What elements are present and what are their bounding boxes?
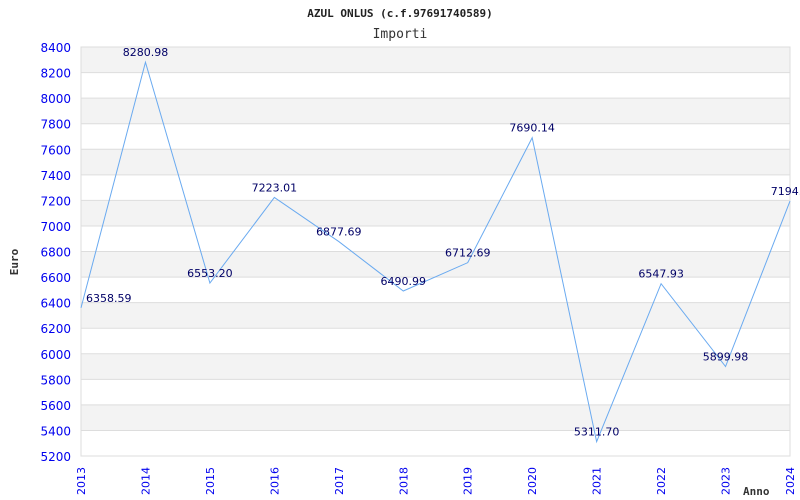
data-label: 6490.99 xyxy=(381,275,427,288)
y-tick-label: 5600 xyxy=(40,399,71,413)
data-label: 7223.01 xyxy=(252,181,298,194)
grid-band xyxy=(81,404,790,431)
data-label: 6547.93 xyxy=(638,268,684,281)
y-tick-label: 8400 xyxy=(40,41,71,55)
x-tick-label: 2024 xyxy=(784,467,797,495)
x-tick-label: 2021 xyxy=(591,467,604,495)
y-tick-label: 5800 xyxy=(40,373,71,387)
x-tick-label: 2022 xyxy=(655,467,668,495)
data-label: 6553.20 xyxy=(187,267,233,280)
grid-band xyxy=(81,353,790,380)
y-tick-label: 6800 xyxy=(40,246,71,260)
y-tick-label: 5400 xyxy=(40,424,71,438)
y-tick-label: 6600 xyxy=(40,271,71,285)
data-label: 5899.98 xyxy=(703,351,749,364)
y-tick-label: 7200 xyxy=(40,194,71,208)
grid-band xyxy=(81,251,790,278)
chart-subtitle: Importi xyxy=(373,27,428,42)
data-label: 6877.69 xyxy=(316,226,362,239)
y-tick-label: 6400 xyxy=(40,297,71,311)
x-tick-label: 2013 xyxy=(75,467,88,495)
grid-band xyxy=(81,47,790,73)
y-tick-label: 7800 xyxy=(40,118,71,132)
grid-band xyxy=(81,200,790,226)
x-tick-label: 2014 xyxy=(139,467,152,495)
y-axis-label: Euro xyxy=(8,248,21,275)
grid-band xyxy=(81,302,790,329)
series-line xyxy=(80,60,791,444)
y-tick-label: 6000 xyxy=(40,348,71,362)
grid-band xyxy=(81,149,790,175)
y-tick-label: 7400 xyxy=(40,169,71,183)
data-label: 8280.98 xyxy=(123,46,169,59)
x-tick-label: 2019 xyxy=(462,467,475,495)
y-tick-label: 8000 xyxy=(40,92,71,106)
x-tick-label: 2023 xyxy=(720,467,733,495)
x-tick-label: 2015 xyxy=(204,467,217,495)
data-label: 6358.59 xyxy=(86,292,132,305)
grid-band xyxy=(81,98,790,124)
x-tick-label: 2020 xyxy=(526,467,539,495)
y-tick-label: 7000 xyxy=(40,220,71,234)
data-label: 5311.70 xyxy=(574,426,620,439)
data-label: 7194.5 xyxy=(771,185,800,198)
y-tick-label: 6200 xyxy=(40,322,71,336)
y-tick-label: 8200 xyxy=(40,67,71,81)
x-tick-label: 2016 xyxy=(268,467,281,495)
data-label: 7690.14 xyxy=(509,122,555,135)
y-tick-label: 5200 xyxy=(40,450,71,464)
x-tick-label: 2018 xyxy=(397,467,410,495)
chart-title: AZUL ONLUS (c.f.97691740589) xyxy=(307,7,492,20)
x-tick-label: 2017 xyxy=(333,467,346,495)
y-tick-label: 7600 xyxy=(40,143,71,157)
x-axis-label: Anno xyxy=(743,485,770,498)
data-label: 6712.69 xyxy=(445,247,491,260)
